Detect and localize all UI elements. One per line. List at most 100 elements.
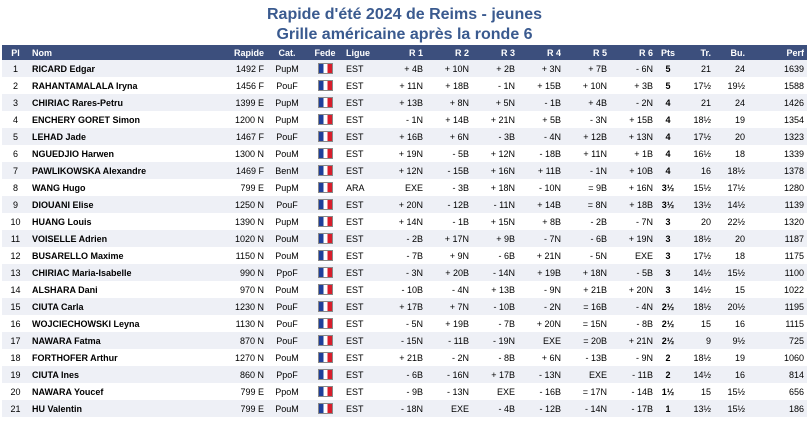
round-3-cell: + 13B — [472, 281, 518, 298]
round-4-cell: + 6N — [518, 349, 564, 366]
round-1-cell: + 12N — [379, 162, 426, 179]
france-flag-icon — [317, 284, 333, 296]
performance-cell: 1639 — [748, 60, 807, 77]
round-5-cell: + 12B — [564, 128, 610, 145]
player-name-cell: ALSHARA Dani — [29, 281, 187, 298]
round-6-cell: - 8B — [610, 315, 656, 332]
rank-cell: 13 — [2, 264, 29, 281]
tiebreak-bu-cell: 16 — [714, 366, 748, 383]
federation-cell — [307, 60, 343, 77]
round-1-cell: + 4B — [379, 60, 426, 77]
round-4-cell: + 8B — [518, 213, 564, 230]
round-1-cell: + 19N — [379, 145, 426, 162]
performance-cell: 1100 — [748, 264, 807, 281]
league-cell: EST — [343, 400, 379, 417]
rating-cell: 1492 F — [187, 60, 267, 77]
performance-cell: 1588 — [748, 77, 807, 94]
round-5-cell: + 21B — [564, 281, 610, 298]
round-5-cell: - 14N — [564, 400, 610, 417]
rating-cell: 1467 F — [187, 128, 267, 145]
round-6-cell: - 2N — [610, 94, 656, 111]
tiebreak-bu-cell: 15½ — [714, 383, 748, 400]
points-cell: 1½ — [656, 383, 680, 400]
player-name-cell: RAHANTAMALALA Iryna — [29, 77, 187, 94]
round-3-cell: EXE — [472, 383, 518, 400]
table-row: 2 RAHANTAMALALA Iryna 1456 F PouF EST + 11N + … — [2, 77, 807, 94]
round-2-cell: - 2N — [426, 349, 472, 366]
round-2-cell: - 13N — [426, 383, 472, 400]
round-2-cell: + 18B — [426, 77, 472, 94]
round-6-cell: - 6N — [610, 60, 656, 77]
round-6-cell: + 21N — [610, 332, 656, 349]
rating-cell: 1469 F — [187, 162, 267, 179]
player-name-cell: WANG Hugo — [29, 179, 187, 196]
category-cell: PouF — [267, 77, 307, 94]
rating-cell: 860 N — [187, 366, 267, 383]
tiebreak-tr-cell: 16½ — [680, 145, 714, 162]
rank-cell: 17 — [2, 332, 29, 349]
player-name-cell: BUSARELLO Maxime — [29, 247, 187, 264]
table-row: 17 NAWARA Fatma 870 N PouF EST - 15N - 11B - 19… — [2, 332, 807, 349]
round-1-cell: - 2B — [379, 230, 426, 247]
header-r6: R 6 — [610, 45, 656, 60]
federation-cell — [307, 162, 343, 179]
round-5-cell: EXE — [564, 366, 610, 383]
tiebreak-bu-cell: 19 — [714, 111, 748, 128]
performance-cell: 1320 — [748, 213, 807, 230]
round-2-cell: - 12B — [426, 196, 472, 213]
round-6-cell: EXE — [610, 247, 656, 264]
rating-cell: 870 N — [187, 332, 267, 349]
round-4-cell: - 12B — [518, 400, 564, 417]
france-flag-icon — [317, 80, 333, 92]
points-cell: 3½ — [656, 179, 680, 196]
rating-cell: 1399 E — [187, 94, 267, 111]
header-cat: Cat. — [267, 45, 307, 60]
round-2-cell: - 5B — [426, 145, 472, 162]
round-5-cell: + 4B — [564, 94, 610, 111]
federation-cell — [307, 128, 343, 145]
table-row: 6 NGUEDJIO Harwen 1300 N PouM EST + 19N - 5B + … — [2, 145, 807, 162]
round-6-cell: + 10B — [610, 162, 656, 179]
rating-cell: 1270 N — [187, 349, 267, 366]
federation-cell — [307, 332, 343, 349]
federation-cell — [307, 77, 343, 94]
table-row: 18 FORTHOFER Arthur 1270 N PouM EST + 21B - 2N… — [2, 349, 807, 366]
table-row: 20 NAWARA Youcef 799 E PpoM EST - 9B - 13N EXE -… — [2, 383, 807, 400]
player-name-cell: CIUTA Ines — [29, 366, 187, 383]
rank-cell: 14 — [2, 281, 29, 298]
table-row: 13 CHIRIAC Maria-Isabelle 990 N PpoF EST - 3N… — [2, 264, 807, 281]
table-header-row: Pl Nom Rapide Cat. Fede Ligue R 1 R 2 R … — [2, 45, 807, 60]
round-5-cell: + 11N — [564, 145, 610, 162]
performance-cell: 656 — [748, 383, 807, 400]
round-5-cell: + 18N — [564, 264, 610, 281]
france-flag-icon — [317, 131, 333, 143]
federation-cell — [307, 145, 343, 162]
federation-cell — [307, 264, 343, 281]
france-flag-icon — [317, 216, 333, 228]
round-1-cell: - 18N — [379, 400, 426, 417]
round-3-cell: - 8B — [472, 349, 518, 366]
player-name-cell: VOISELLE Adrien — [29, 230, 187, 247]
round-1-cell: + 17B — [379, 298, 426, 315]
round-1-cell: - 10B — [379, 281, 426, 298]
round-3-cell: + 21N — [472, 111, 518, 128]
table-row: 7 PAWLIKOWSKA Alexandre 1469 F BenM EST + 12N… — [2, 162, 807, 179]
round-3-cell: + 15N — [472, 213, 518, 230]
performance-cell: 186 — [748, 400, 807, 417]
player-name-cell: DIOUANI Elise — [29, 196, 187, 213]
tiebreak-bu-cell: 22½ — [714, 213, 748, 230]
round-4-cell: - 16B — [518, 383, 564, 400]
round-3-cell: + 18N — [472, 179, 518, 196]
standings-table: Pl Nom Rapide Cat. Fede Ligue R 1 R 2 R … — [2, 45, 807, 417]
rank-cell: 16 — [2, 315, 29, 332]
rank-cell: 21 — [2, 400, 29, 417]
player-name-cell: CHIRIAC Maria-Isabelle — [29, 264, 187, 281]
table-row: 9 DIOUANI Elise 1250 N PouF EST + 20N - 12B - 1… — [2, 196, 807, 213]
round-5-cell: = 9B — [564, 179, 610, 196]
table-row: 12 BUSARELLO Maxime 1150 N PouM EST - 7B + 9N -… — [2, 247, 807, 264]
points-cell: 3 — [656, 213, 680, 230]
round-6-cell: - 17B — [610, 400, 656, 417]
tiebreak-tr-cell: 14½ — [680, 366, 714, 383]
points-cell: 4 — [656, 128, 680, 145]
points-cell: 3 — [656, 281, 680, 298]
